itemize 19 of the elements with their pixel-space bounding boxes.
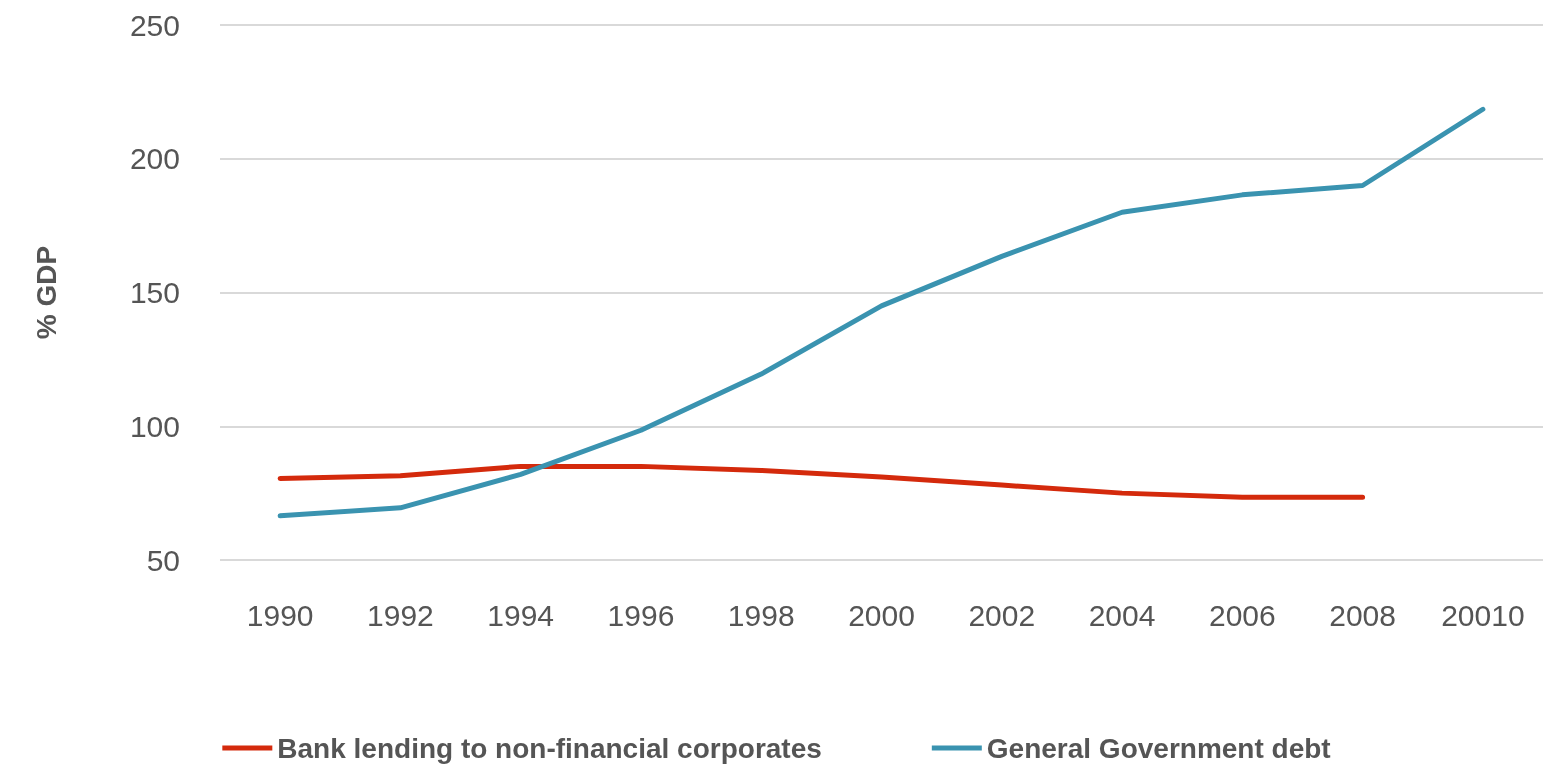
- y-tick-label: 50: [146, 543, 180, 577]
- x-tick-label: 1992: [367, 598, 434, 632]
- x-tick-label: 1990: [246, 598, 314, 632]
- x-tick-label: 1996: [607, 598, 675, 632]
- y-axis-title: % GDP: [30, 245, 62, 340]
- x-tick-label: 2006: [1208, 598, 1276, 632]
- y-tick-label: 100: [129, 409, 180, 443]
- y-tick-label: 150: [129, 276, 180, 309]
- legend-label: Bank lending to non-financial corporates: [277, 732, 822, 764]
- y-tick-label: 250: [129, 8, 180, 42]
- x-tick-label: 1994: [487, 598, 555, 632]
- x-tick-label: 2002: [968, 598, 1036, 632]
- legend-label: General Government debt: [986, 732, 1331, 764]
- x-tick-label: 20010: [1441, 598, 1525, 632]
- x-tick-label: 2004: [1088, 598, 1156, 632]
- x-tick-label: 1998: [727, 598, 795, 632]
- x-tick-label: 2000: [848, 598, 915, 632]
- y-tick-label: 200: [129, 142, 180, 176]
- x-tick-label: 2008: [1329, 598, 1396, 632]
